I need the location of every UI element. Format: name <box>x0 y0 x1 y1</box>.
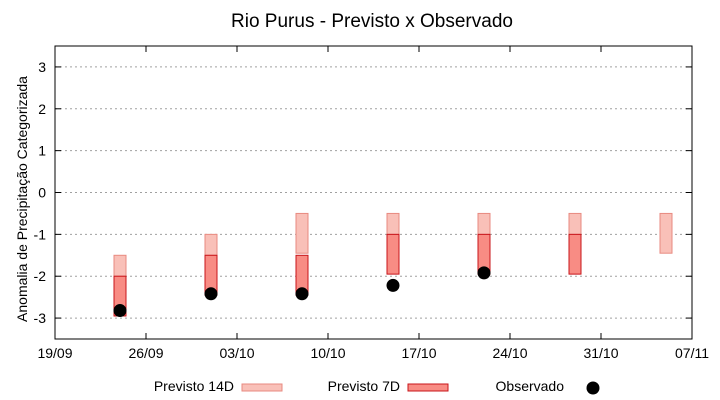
y-axis-label: Anomalia de Precipitação Categorizada <box>14 76 30 322</box>
x-tick-label: 07/11 <box>675 345 709 361</box>
series-previsto-14d <box>113 212 673 277</box>
bar-previsto-7d <box>386 233 400 275</box>
point-observado <box>386 278 400 292</box>
point-observado <box>113 304 127 318</box>
y-tick-label: 3 <box>38 59 46 75</box>
series-previsto-7d <box>113 233 582 317</box>
x-tick-label: 24/10 <box>492 345 527 361</box>
bar-previsto-14d <box>477 212 491 235</box>
x-tick-label: 10/10 <box>310 345 345 361</box>
legend-label: Previsto 7D <box>328 378 400 394</box>
legend-swatch <box>407 383 449 392</box>
y-tick-label: 2 <box>38 101 46 117</box>
x-tick-label: 19/09 <box>37 345 72 361</box>
legend-label: Observado <box>496 378 565 394</box>
series-observado <box>113 266 491 318</box>
x-tick-label: 31/10 <box>583 345 618 361</box>
chart-title: Rio Purus - Previsto x Observado <box>231 11 513 32</box>
y-tick-label: -1 <box>34 226 47 242</box>
legend-swatch <box>241 383 283 392</box>
x-tick-label: 17/10 <box>401 345 436 361</box>
bar-previsto-14d <box>568 212 582 235</box>
y-tick-label: -3 <box>34 310 47 326</box>
x-tick-label: 03/10 <box>219 345 254 361</box>
x-tick-label: 26/09 <box>128 345 163 361</box>
legend-swatch <box>586 381 600 395</box>
y-tick-label: -2 <box>34 268 47 284</box>
y-tick-label: 0 <box>38 185 46 201</box>
bar-previsto-14d <box>386 212 400 235</box>
plot-series <box>113 212 673 318</box>
legend-label: Previsto 14D <box>154 378 234 394</box>
point-observado <box>477 266 491 280</box>
gridlines <box>55 66 692 319</box>
point-observado <box>295 287 309 301</box>
bar-previsto-7d <box>568 233 582 275</box>
legend: Previsto 14D Previsto 7D Observado <box>154 378 600 395</box>
bar-previsto-14d <box>295 212 309 254</box>
axes: 3 2 1 0 -1 -2 -3 19/09 26/09 03/10 10/10 17/10 24/10… <box>34 46 709 361</box>
y-tick-label: 1 <box>38 143 46 159</box>
bar-previsto-14d <box>204 233 218 256</box>
point-observado <box>204 287 218 301</box>
bar-previsto-14d <box>113 254 127 277</box>
bar-previsto-14d <box>659 212 673 254</box>
